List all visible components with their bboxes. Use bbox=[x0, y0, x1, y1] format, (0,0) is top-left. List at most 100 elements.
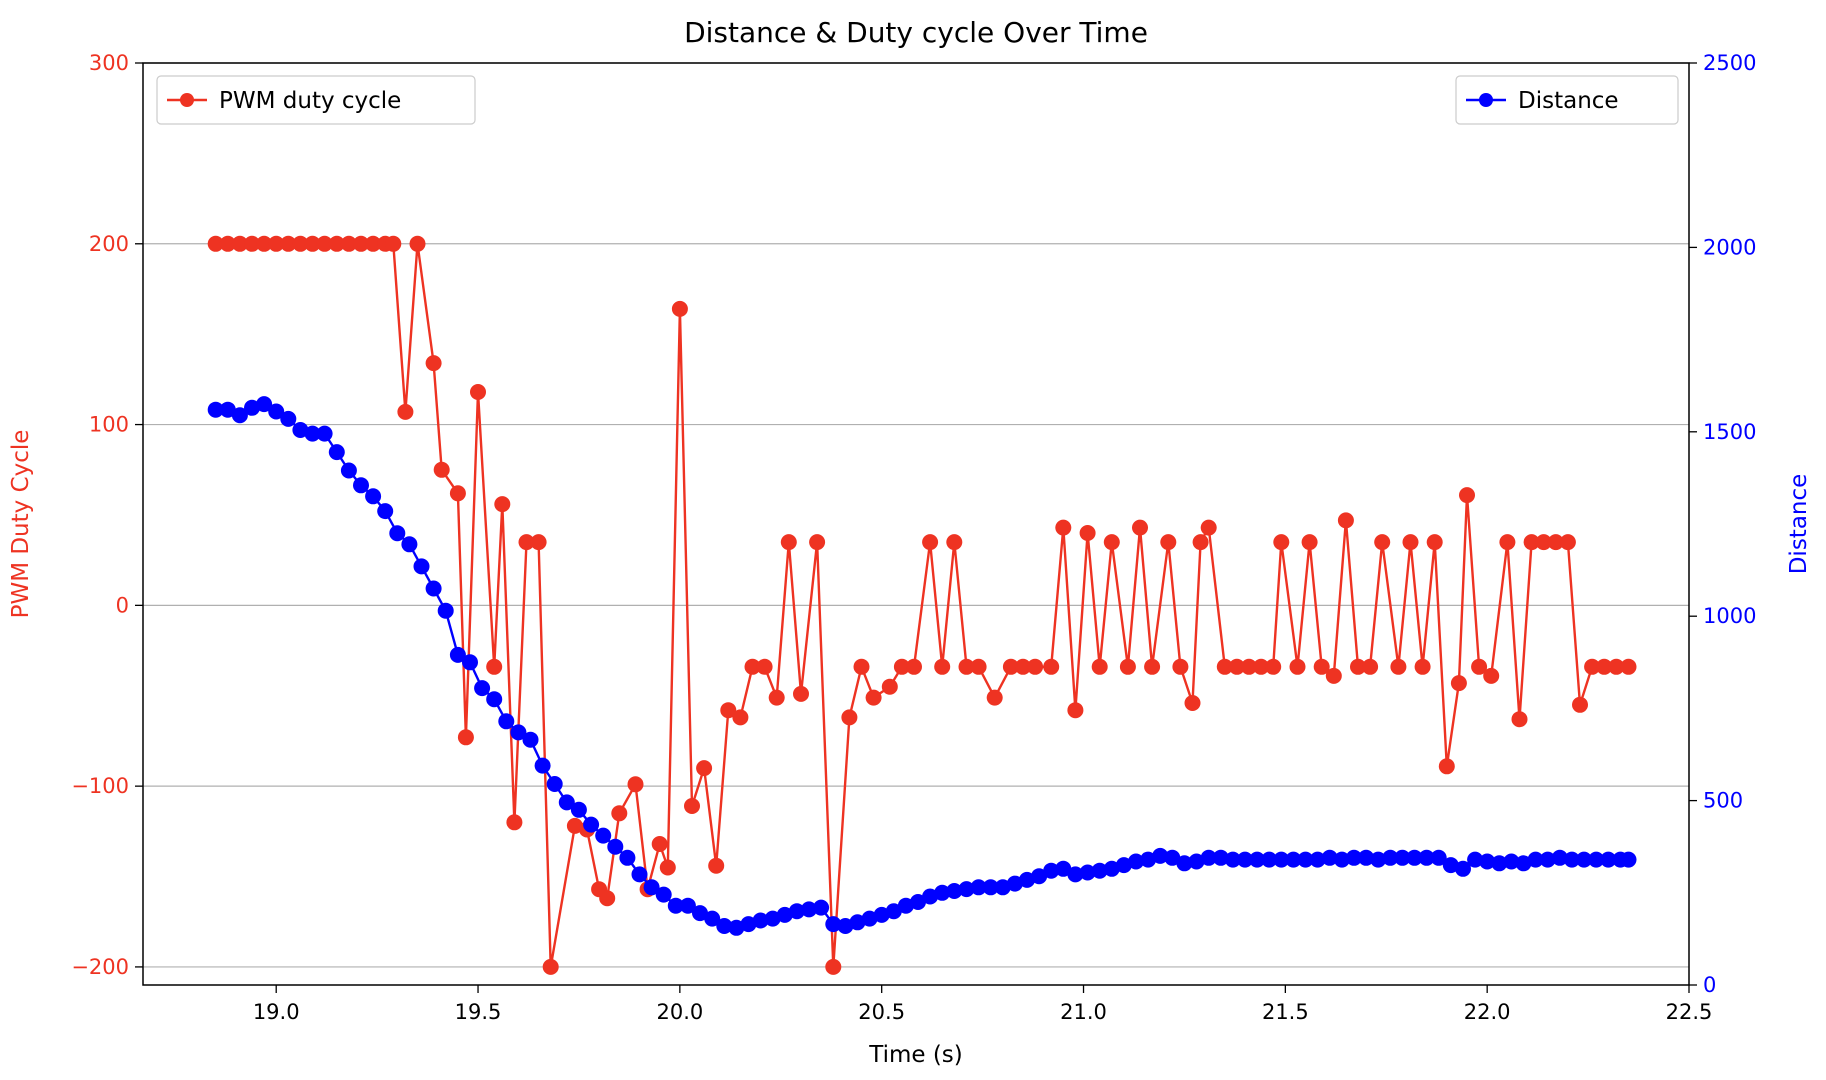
distance-point bbox=[328, 444, 345, 461]
pwm-point bbox=[1160, 534, 1177, 551]
pwm-point bbox=[881, 678, 898, 695]
distance-point bbox=[873, 906, 890, 923]
distance-point bbox=[425, 580, 442, 597]
distance-point bbox=[1212, 849, 1229, 866]
pwm-point bbox=[1172, 658, 1189, 675]
pwm-point bbox=[708, 857, 725, 874]
series-distance bbox=[207, 396, 1637, 936]
distance-point bbox=[1479, 853, 1496, 870]
pwm-point bbox=[1608, 658, 1625, 675]
distance-point bbox=[946, 883, 963, 899]
pwm-point bbox=[1572, 696, 1588, 713]
pwm-point bbox=[494, 496, 511, 513]
y-left-tick-label: 100 bbox=[89, 413, 129, 437]
distance-point bbox=[1176, 855, 1193, 872]
pwm-point bbox=[1132, 519, 1148, 536]
x-tick-label: 21.5 bbox=[1262, 1000, 1309, 1024]
distance-point bbox=[1140, 851, 1157, 868]
pwm-point bbox=[671, 300, 688, 317]
pwm-point bbox=[1079, 525, 1096, 541]
distance-point bbox=[631, 866, 648, 883]
distance-point bbox=[861, 910, 878, 927]
distance-point bbox=[607, 838, 624, 855]
distance-point bbox=[292, 422, 309, 438]
distance-point bbox=[1067, 866, 1084, 883]
distance-point bbox=[716, 918, 733, 934]
y-right-tick-label: 1500 bbox=[1703, 420, 1756, 444]
distance-point bbox=[244, 399, 260, 416]
distance-point bbox=[1600, 851, 1617, 868]
legend-pwm-box bbox=[156, 75, 476, 125]
pwm-point bbox=[470, 384, 486, 400]
pwm-point bbox=[865, 689, 882, 706]
distance-point bbox=[583, 816, 600, 833]
distance-point bbox=[377, 503, 394, 520]
pwm-point bbox=[1313, 658, 1330, 675]
pwm-point bbox=[219, 235, 236, 252]
pwm-point bbox=[611, 805, 628, 822]
y-left-tick-label: 300 bbox=[89, 51, 129, 75]
distance-point bbox=[1455, 860, 1471, 877]
legend-pwm: PWM duty cycle bbox=[156, 75, 476, 125]
distance-point bbox=[1467, 851, 1484, 868]
pwm-point bbox=[1459, 487, 1475, 504]
pwm-point bbox=[599, 890, 616, 907]
pwm-point bbox=[1055, 519, 1072, 536]
pwm-point bbox=[1596, 658, 1613, 675]
distance-point bbox=[1321, 849, 1338, 866]
distance-point bbox=[728, 919, 745, 936]
distance-point bbox=[558, 794, 575, 811]
distance-point bbox=[437, 602, 454, 619]
distance-point bbox=[268, 403, 285, 420]
distance-point bbox=[885, 903, 902, 920]
y-right-tick-label: 1000 bbox=[1703, 604, 1756, 628]
y-right-tick-label: 2000 bbox=[1703, 235, 1756, 259]
distance-point bbox=[1309, 851, 1326, 868]
pwm-point bbox=[744, 658, 761, 675]
distance-point bbox=[994, 879, 1011, 896]
pwm-point bbox=[1002, 658, 1019, 675]
y-right-tick-label: 2500 bbox=[1703, 51, 1756, 75]
distance-point bbox=[207, 401, 224, 418]
distance-point bbox=[1430, 849, 1447, 866]
pwm-point bbox=[340, 235, 357, 252]
distance-point bbox=[837, 918, 854, 934]
distance-point bbox=[1346, 849, 1362, 866]
distance-point bbox=[1188, 853, 1205, 870]
plot-series bbox=[207, 235, 1637, 975]
x-tick-label: 19.5 bbox=[455, 1000, 502, 1024]
distance-point bbox=[316, 425, 333, 442]
pwm-point bbox=[768, 689, 785, 706]
distance-point bbox=[1515, 855, 1532, 872]
distance-point bbox=[922, 888, 939, 905]
pwm-point bbox=[365, 235, 382, 252]
legend-distance-label: Distance bbox=[1518, 88, 1619, 114]
y-left-tick-label: 200 bbox=[89, 232, 129, 256]
distance-point bbox=[280, 410, 297, 427]
distance-point bbox=[546, 776, 563, 792]
pwm-point bbox=[1414, 658, 1431, 675]
distance-point bbox=[1200, 849, 1217, 866]
pwm-point bbox=[231, 235, 248, 252]
y-axis-left-title: PWM Duty Cycle bbox=[8, 430, 34, 619]
distance-point bbox=[1261, 851, 1278, 868]
pwm-point bbox=[684, 798, 700, 814]
legend-pwm-label: PWM duty cycle bbox=[219, 88, 401, 114]
pwm-point bbox=[1253, 658, 1270, 675]
y-left-tick-label: 0 bbox=[116, 593, 129, 617]
x-tick-label: 20.0 bbox=[656, 1000, 703, 1024]
pwm-point bbox=[841, 709, 858, 726]
pwm-point bbox=[1620, 658, 1637, 675]
pwm-point bbox=[1450, 675, 1467, 692]
distance-point bbox=[1237, 851, 1253, 868]
distance-point bbox=[389, 525, 406, 542]
distance-point bbox=[764, 910, 781, 927]
distance-point bbox=[1285, 851, 1302, 868]
pwm-point bbox=[793, 685, 809, 702]
distance-point bbox=[231, 407, 248, 424]
distance-point bbox=[1491, 855, 1508, 872]
distance-point bbox=[1115, 857, 1132, 874]
pwm-point bbox=[449, 485, 466, 502]
pwm-point bbox=[1511, 711, 1528, 728]
